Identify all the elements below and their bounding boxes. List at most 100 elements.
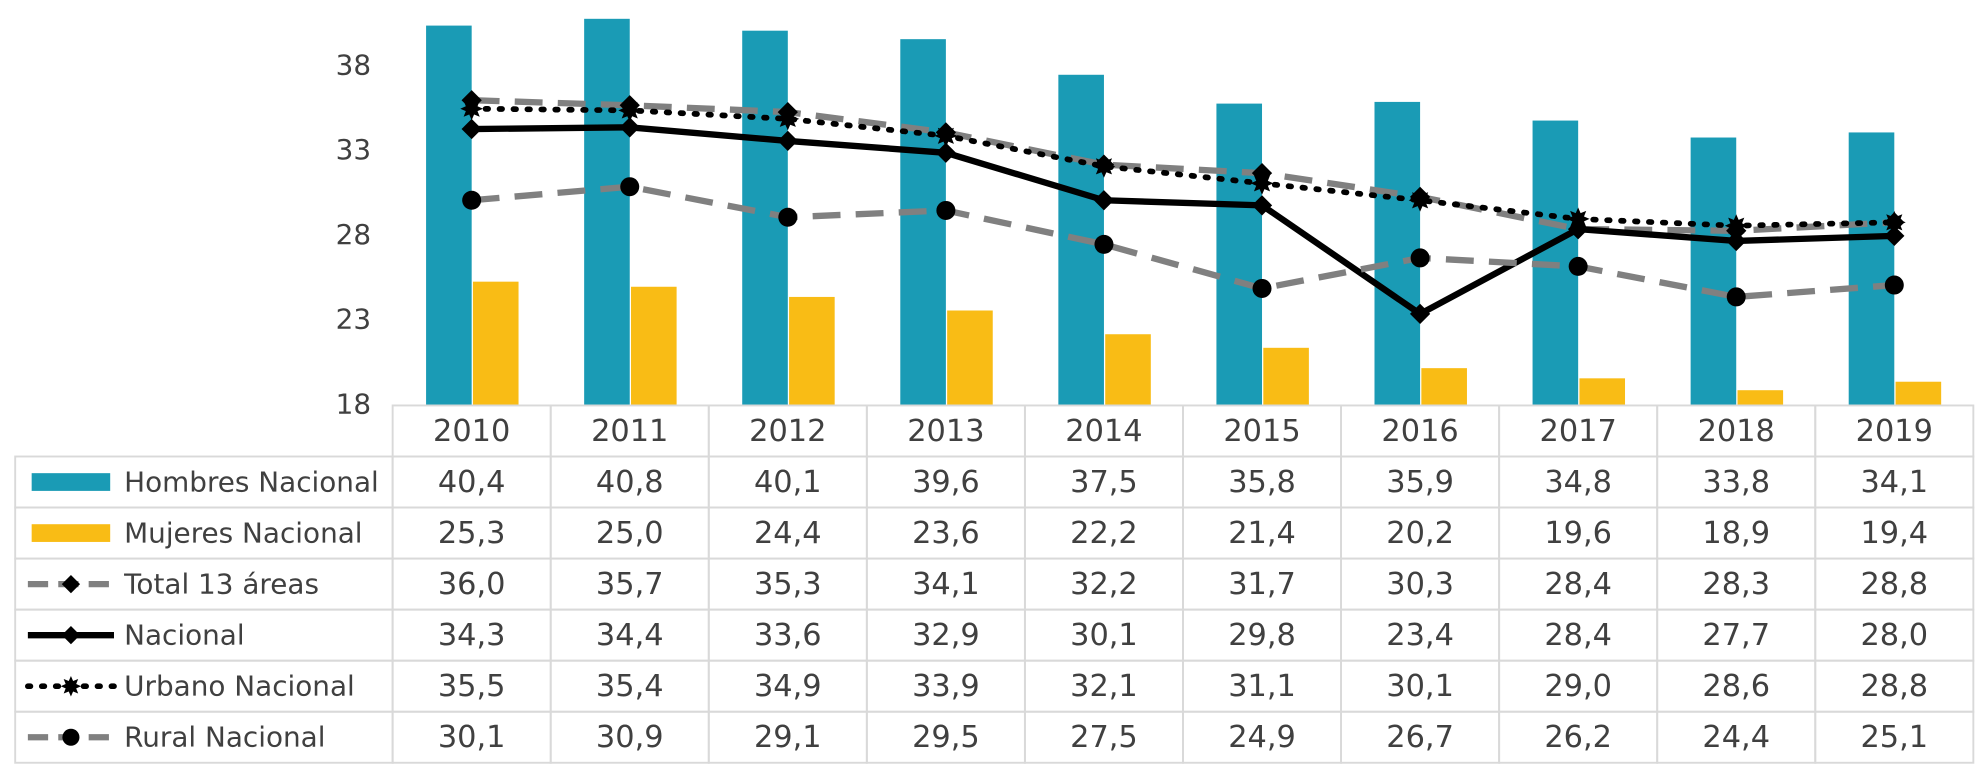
legend-label: Rural Nacional [124,721,325,754]
table-value: 29,1 [754,720,822,755]
bar [472,281,519,406]
table-value: 32,2 [1070,567,1138,602]
table-value: 30,1 [438,720,506,755]
table-value: 25,0 [596,516,664,551]
table-value: 28,3 [1702,567,1770,602]
table-value: 34,1 [1860,465,1928,500]
table-value: 28,8 [1860,669,1928,704]
table-value: 32,1 [1070,669,1138,704]
y-tick-label: 18 [336,387,371,420]
table-value: 26,7 [1386,720,1454,755]
table-value: 30,1 [1386,669,1454,704]
table-value: 28,0 [1860,618,1928,653]
table-value: 33,8 [1702,465,1770,500]
point-marker [460,97,484,121]
point-marker [778,207,798,227]
table-value: 22,2 [1070,516,1138,551]
table-value: 33,6 [754,618,822,653]
legend-label: Total 13 áreas [123,567,319,600]
table-value: 35,3 [754,567,822,602]
y-tick-label: 23 [336,303,371,336]
x-tick-label: 2012 [749,414,826,449]
point-marker [1408,188,1432,212]
table-value: 33,9 [912,669,980,704]
legend-label: Mujeres Nacional [124,516,362,549]
bar [947,310,993,406]
table-value: 34,9 [754,669,822,704]
point-marker [618,98,642,122]
line-series [471,124,1895,318]
bar [1263,347,1309,406]
bar [1895,381,1942,406]
x-tick-label: 2019 [1856,414,1933,449]
point-marker [935,142,957,163]
point-marker [1884,275,1904,295]
table-value: 31,1 [1228,669,1296,704]
table-value: 35,7 [596,567,664,602]
point-marker [776,107,800,131]
line-series [468,105,1898,229]
bar [900,39,946,406]
table-value: 18,9 [1702,516,1770,551]
x-tick-label: 2017 [1540,414,1617,449]
table-value: 35,4 [596,669,664,704]
line-series [471,183,1895,301]
y-tick-label: 33 [336,133,371,166]
table-value: 30,9 [596,720,664,755]
bar [426,25,472,406]
bar [1216,103,1263,406]
bar [1421,368,1467,406]
legend-label: Nacional [124,618,244,651]
point-marker [1410,248,1430,268]
x-tick-label: 2015 [1223,414,1300,449]
table-value: 29,8 [1228,618,1296,653]
x-tick-label: 2011 [591,414,668,449]
table-value: 25,1 [1860,720,1928,755]
y-tick-label: 28 [336,218,371,251]
point-marker [1568,256,1588,276]
table-value: 29,5 [912,720,980,755]
legend-key [31,524,111,542]
table-value: 24,4 [1702,720,1770,755]
table-value: 23,4 [1386,618,1454,653]
table-value: 23,6 [912,516,980,551]
table-value: 40,8 [596,465,664,500]
point-marker [936,200,956,220]
table-value: 40,1 [754,465,822,500]
table-value: 27,5 [1070,720,1138,755]
table-value: 27,7 [1702,618,1770,653]
table-value: 31,7 [1228,567,1296,602]
table-value: 28,4 [1544,618,1612,653]
point-marker [777,130,798,152]
table-value: 28,6 [1702,669,1770,704]
table-value: 40,4 [438,465,506,500]
table-value: 39,6 [912,465,980,500]
point-marker [1726,287,1746,307]
x-tick-label: 2018 [1698,414,1775,449]
x-tick-label: 2014 [1065,414,1142,449]
table-value: 20,2 [1386,516,1454,551]
point-marker [1409,303,1431,325]
table-value: 36,0 [438,567,506,602]
bar [789,296,835,406]
table-value: 37,5 [1070,465,1138,500]
table-value: 35,9 [1386,465,1454,500]
point-marker [1092,154,1116,178]
y-tick-label: 38 [336,48,371,81]
x-tick-label: 2016 [1381,414,1458,449]
table-value: 28,4 [1544,567,1612,602]
table-value: 21,4 [1228,516,1296,551]
table-value: 28,8 [1860,567,1928,602]
point-marker [620,177,640,197]
legend-label: Urbano Nacional [124,669,355,702]
bar [1579,378,1626,406]
legend-key [31,473,111,491]
point-marker [1724,214,1748,238]
bar [584,18,630,406]
point-marker [934,124,958,148]
point-marker [1094,234,1114,254]
table-value: 24,9 [1228,720,1296,755]
table-value: 34,3 [438,618,506,653]
bar [1690,137,1737,406]
